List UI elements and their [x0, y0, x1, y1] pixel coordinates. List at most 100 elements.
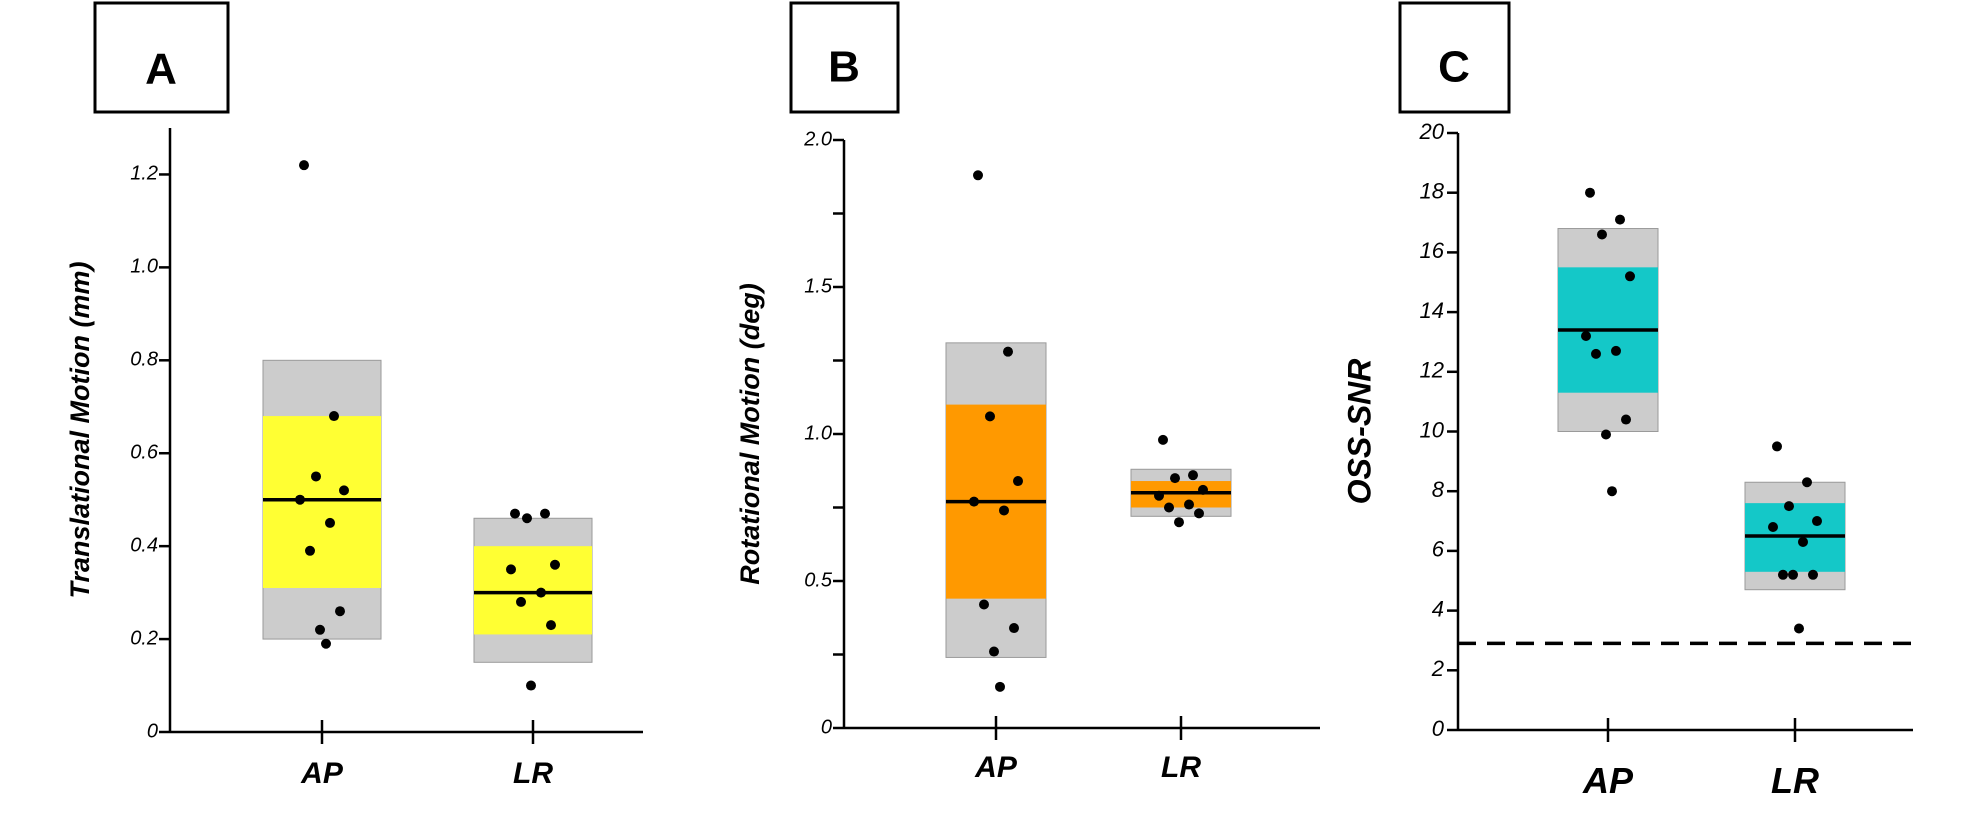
data-point	[969, 496, 979, 507]
data-point	[1194, 508, 1204, 519]
box-ap	[262, 160, 382, 649]
data-point	[1198, 484, 1208, 495]
y-tick-label: 1.2	[130, 163, 158, 185]
data-point	[1154, 490, 1164, 501]
y-tick-label: 2	[1431, 656, 1444, 681]
y-tick-label: 0	[821, 716, 832, 738]
data-point	[1158, 434, 1168, 445]
data-point	[325, 517, 335, 528]
y-tick-label: 0.8	[130, 349, 158, 371]
y-tick-label: 18	[1420, 179, 1445, 204]
data-point	[1013, 476, 1023, 487]
panel-label: A	[145, 45, 177, 94]
y-tick-label: 16	[1420, 238, 1445, 263]
y-tick-label: 6	[1432, 537, 1445, 562]
data-point	[339, 485, 349, 496]
panel-label-box	[789, 1, 900, 114]
data-point	[1597, 229, 1607, 240]
x-category-label: LR	[1771, 760, 1819, 801]
data-point	[1581, 330, 1591, 341]
data-point	[1170, 473, 1180, 484]
data-point	[1768, 522, 1778, 533]
data-point	[1585, 187, 1595, 198]
data-point	[522, 513, 532, 524]
data-point	[1788, 569, 1798, 580]
y-tick-label: 8	[1432, 477, 1445, 502]
y-tick-label: 20	[1419, 119, 1445, 144]
data-point	[1808, 569, 1818, 580]
panel-label-box	[1398, 1, 1511, 114]
y-tick-label: 4	[1432, 596, 1444, 621]
y-tick-label: 0.4	[130, 534, 158, 556]
data-point	[305, 545, 315, 556]
box-ap	[945, 170, 1047, 692]
data-point	[1615, 214, 1625, 225]
data-point	[1784, 501, 1794, 512]
data-point	[1772, 441, 1782, 452]
y-axis-title: OSS-SNR	[1341, 359, 1377, 505]
x-category-label: LR	[1161, 751, 1201, 784]
data-point	[985, 411, 995, 422]
data-point	[315, 624, 325, 635]
data-point	[1794, 623, 1804, 634]
x-category-label: AP	[974, 751, 1018, 784]
data-point	[1601, 429, 1611, 440]
data-point	[995, 681, 1005, 692]
box-inner-range	[474, 546, 592, 635]
y-tick-label: 0	[1432, 716, 1445, 741]
x-category-label: AP	[1582, 760, 1634, 801]
data-point	[506, 564, 516, 575]
box-inner-range	[263, 416, 381, 588]
data-point	[1188, 470, 1198, 481]
panel-c: C 0 2 4 6 8 10 12 14 16 18 20 AP LR OSS-SNR	[1341, 1, 1913, 801]
data-point	[1174, 517, 1184, 528]
data-point	[999, 505, 1009, 516]
data-point	[1621, 414, 1631, 425]
y-tick-label: 0	[147, 720, 158, 742]
y-tick-label: 1.0	[804, 422, 832, 444]
panel-label: B	[828, 43, 860, 92]
data-point	[1812, 516, 1822, 527]
panel-a: A 0 0.2 0.4 0.6 0.8 1.0 1.2 AP LR Translational Mo…	[65, 1, 643, 790]
box-ap	[1557, 187, 1659, 497]
data-point	[335, 606, 345, 617]
data-point	[1625, 271, 1635, 282]
data-point	[1778, 569, 1788, 580]
data-point	[1164, 502, 1174, 513]
y-tick-label: 0.2	[130, 627, 158, 649]
panel-b: B 0 0.5 1.0 1.5 2.0 AP LR Rotational Motion (deg…	[735, 1, 1320, 784]
data-point	[299, 160, 309, 171]
y-tick-label: 0.6	[130, 442, 159, 464]
data-point	[989, 646, 999, 657]
y-tick-label: 10	[1420, 417, 1445, 442]
box-lr	[1744, 441, 1846, 634]
data-point	[295, 494, 305, 505]
data-point	[510, 508, 520, 519]
data-point	[516, 596, 526, 607]
data-point	[536, 587, 546, 598]
box-lr	[473, 508, 593, 691]
data-point	[546, 620, 556, 631]
data-point	[1184, 499, 1194, 510]
y-axis-title: Translational Motion (mm)	[65, 261, 95, 598]
data-point	[1611, 345, 1621, 356]
data-point	[1798, 536, 1808, 547]
y-axis-title: Rotational Motion (deg)	[735, 283, 765, 584]
data-point	[540, 508, 550, 519]
data-point	[321, 638, 331, 649]
panel-label: C	[1438, 43, 1470, 92]
data-point	[1607, 486, 1617, 497]
data-point	[973, 170, 983, 181]
y-tick-label: 12	[1420, 358, 1444, 383]
data-point	[1003, 346, 1013, 357]
data-point	[311, 471, 321, 482]
data-point	[979, 599, 989, 610]
y-tick-label: 0.5	[804, 569, 833, 591]
data-point	[1802, 477, 1812, 488]
x-category-label: AP	[300, 757, 344, 790]
panel-label-box	[93, 1, 230, 114]
data-point	[1591, 348, 1601, 359]
data-point	[1009, 623, 1019, 634]
data-point	[526, 680, 536, 691]
